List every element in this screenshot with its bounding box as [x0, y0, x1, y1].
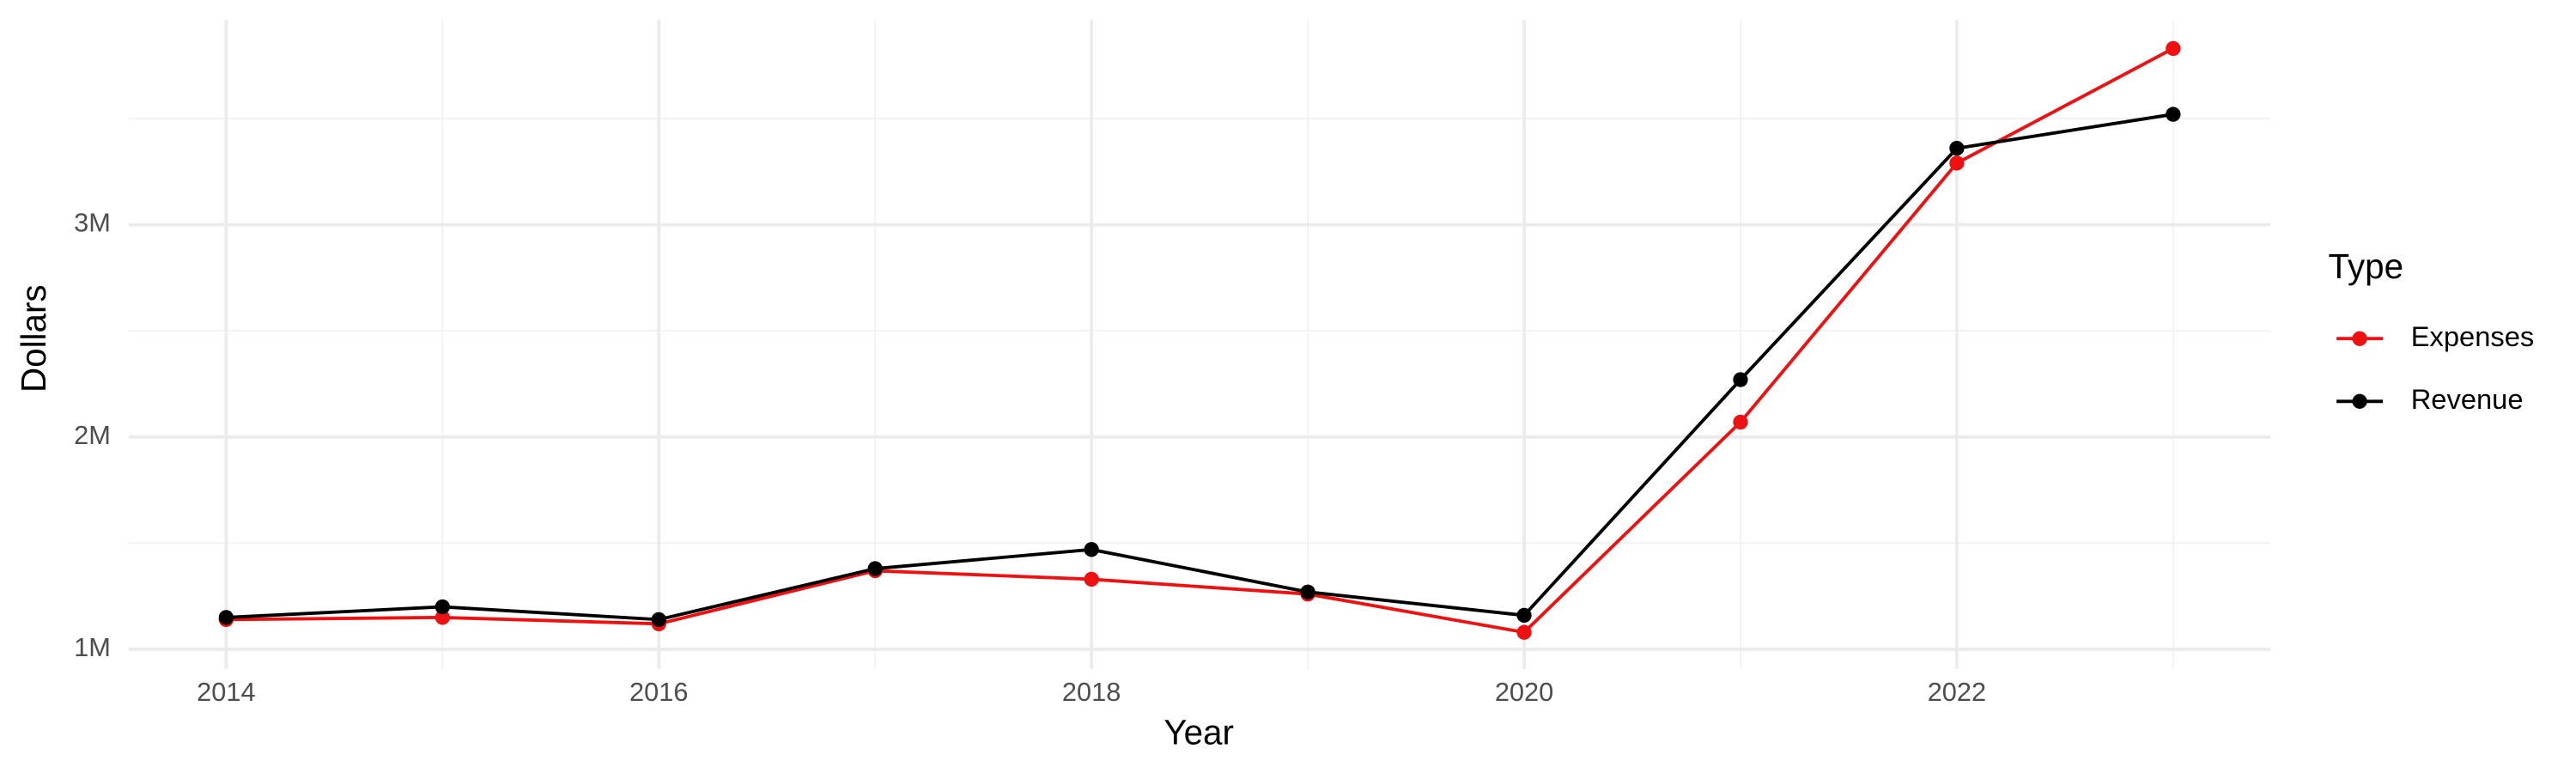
data-point: [2166, 40, 2181, 57]
series-line: [226, 46, 2174, 635]
y-tick-label: 1M: [74, 632, 111, 662]
legend-point: [2352, 393, 2367, 409]
data-point: [1084, 542, 1099, 557]
data-point: [434, 599, 450, 615]
data-point: [1949, 140, 1965, 156]
data-point: [2166, 107, 2181, 122]
x-axis-label: Year: [1163, 712, 1234, 752]
data-point: [1516, 624, 1532, 640]
legend-label: Revenue: [2411, 383, 2524, 415]
data-point: [218, 610, 234, 625]
data-point: [1516, 607, 1532, 624]
data-point: [651, 612, 666, 628]
legend-point: [2352, 331, 2367, 346]
x-tick-label: 2018: [1062, 677, 1121, 707]
grid: [129, 20, 2271, 669]
y-tick-label: 3M: [74, 208, 111, 238]
data-point: [1084, 571, 1099, 587]
series-line: [226, 113, 2174, 622]
data-point: [1949, 155, 1965, 171]
data-point: [1300, 584, 1315, 600]
marks: [218, 40, 2181, 640]
y-axis-label: Dollars: [14, 284, 53, 393]
data-point: [434, 610, 450, 625]
legend-title: Type: [2329, 247, 2404, 286]
data-point: [1733, 372, 1748, 387]
legend-label: Expenses: [2411, 320, 2535, 352]
data-point: [1733, 414, 1748, 430]
x-tick-label: 2022: [1928, 677, 1986, 707]
data-point: [867, 561, 883, 576]
y-tick-label: 2M: [74, 420, 111, 450]
x-tick-label: 2016: [629, 677, 688, 707]
x-tick-label: 2020: [1495, 677, 1553, 707]
x-tick-label: 2014: [197, 677, 255, 707]
